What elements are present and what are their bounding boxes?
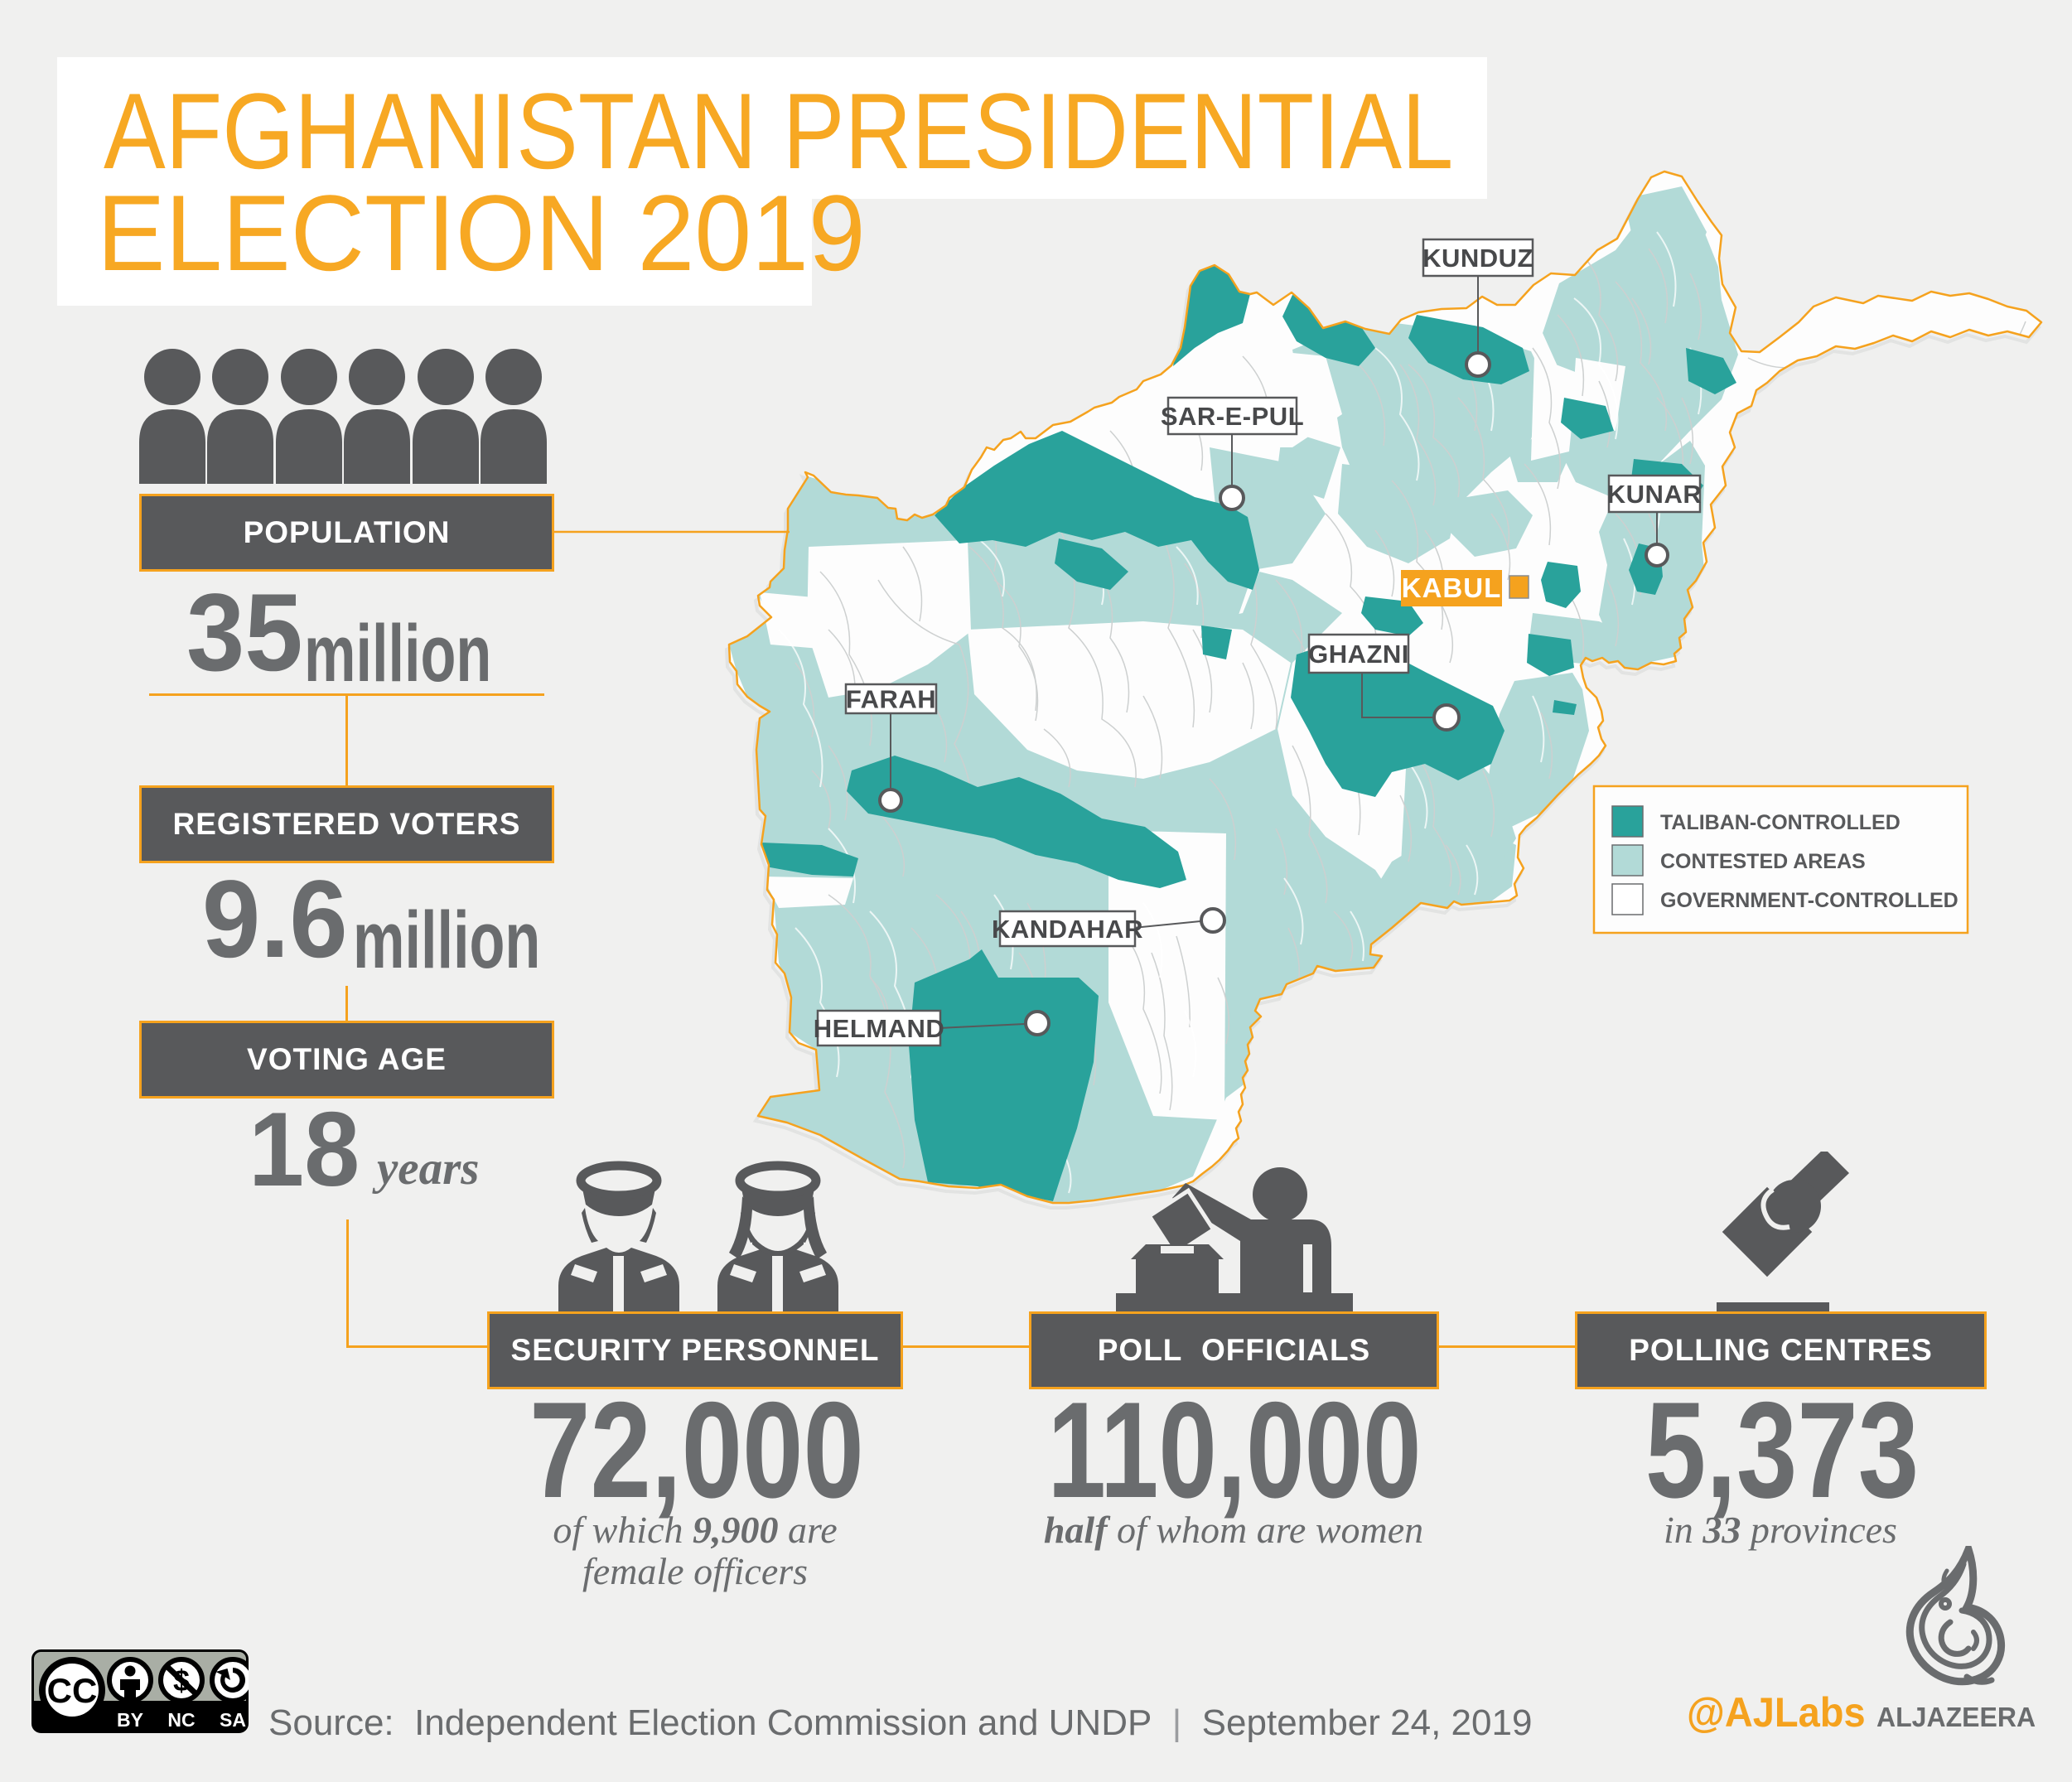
svg-text:GHAZNI: GHAZNI	[1308, 640, 1409, 669]
svg-text:KANDAHAR: KANDAHAR	[992, 915, 1143, 944]
svg-text:FARAH: FARAH	[846, 685, 936, 714]
svg-text:NC: NC	[167, 1709, 195, 1731]
svg-text:SA: SA	[220, 1709, 246, 1731]
svg-text:BY: BY	[117, 1709, 143, 1731]
svg-text:TALIBAN-CONTROLLED: TALIBAN-CONTROLLED	[1660, 811, 1901, 834]
svg-text:GOVERNMENT-CONTROLLED: GOVERNMENT-CONTROLLED	[1660, 889, 1958, 912]
svg-text:KUNDUZ: KUNDUZ	[1422, 244, 1533, 273]
svg-text:SAR-E-PUL: SAR-E-PUL	[1161, 402, 1304, 431]
svg-text:CC: CC	[47, 1671, 98, 1710]
svg-text:HELMAND: HELMAND	[814, 1014, 945, 1043]
svg-text:KUNAR: KUNAR	[1607, 480, 1702, 509]
svg-text:CONTESTED AREAS: CONTESTED AREAS	[1660, 850, 1866, 873]
svg-text:KABUL: KABUL	[1402, 572, 1501, 603]
